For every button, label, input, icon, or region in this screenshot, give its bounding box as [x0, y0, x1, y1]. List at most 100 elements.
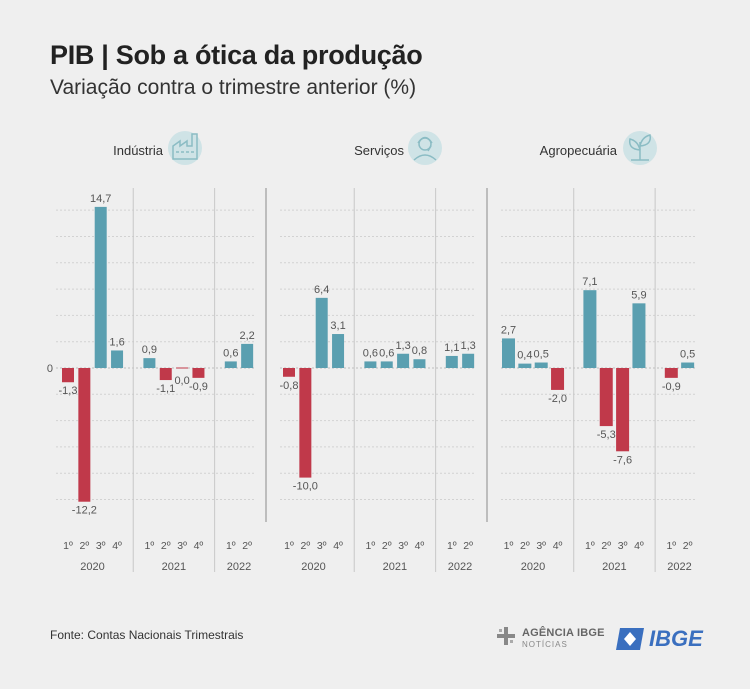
data-label: -0,9 — [662, 381, 681, 393]
data-label: -10,0 — [293, 481, 318, 493]
gdp-bar-chart: 2020 2021 2022 -1,3 1º -12,2 2º 14,7 3º 1,6 4º 0,9 1… — [47, 131, 697, 573]
bar — [62, 368, 74, 383]
data-label: 0,6 — [363, 347, 378, 359]
data-label: 0,5 — [680, 349, 695, 361]
year-label: 2020 — [301, 561, 325, 573]
bar — [551, 368, 565, 390]
bar — [664, 368, 678, 378]
year-label: 2021 — [383, 561, 407, 573]
bar — [380, 361, 393, 368]
quarter-label: 1º — [63, 540, 73, 552]
source-note: Fonte: Contas Nacionais Trimestrais — [50, 628, 244, 642]
data-label: 7,1 — [582, 276, 597, 288]
bar — [599, 368, 613, 427]
bar — [364, 361, 377, 368]
bar — [681, 362, 695, 368]
panel-title: Agropecuária — [540, 143, 618, 158]
quarter-label: 3º — [536, 540, 546, 552]
data-label: 0,0 — [174, 375, 189, 387]
bar — [192, 368, 205, 378]
data-label: 1,3 — [395, 340, 410, 352]
data-label: 0,8 — [412, 345, 427, 357]
data-label: -0,8 — [280, 380, 299, 392]
quarter-label: 2º — [161, 540, 171, 552]
quarter-label: 2º — [80, 540, 90, 552]
data-label: -1,3 — [59, 385, 78, 397]
bar — [502, 338, 515, 368]
bar — [283, 368, 295, 377]
data-label: -1,1 — [156, 383, 175, 395]
quarter-label: 2º — [520, 540, 530, 552]
year-label: 2021 — [602, 561, 626, 573]
bar — [332, 334, 345, 368]
ibge-mark-icon — [616, 628, 644, 650]
year-label: 2020 — [521, 561, 545, 573]
bar — [397, 353, 410, 368]
quarter-label: 4º — [194, 540, 204, 552]
quarter-label: 2º — [382, 540, 392, 552]
quarter-label: 1º — [666, 540, 676, 552]
panel-title: Serviços — [354, 143, 404, 158]
data-label: 3,1 — [330, 320, 345, 332]
quarter-label: 3º — [618, 540, 628, 552]
bar — [462, 353, 475, 368]
bar — [445, 355, 458, 368]
bar — [241, 343, 254, 368]
agencia-sub: NOTÍCIAS — [522, 640, 568, 649]
agencia-name: AGÊNCIA IBGE — [522, 627, 605, 639]
bar — [518, 363, 532, 368]
data-label: 0,5 — [534, 349, 549, 361]
year-label: 2022 — [667, 561, 691, 573]
quarter-label: 1º — [284, 540, 294, 552]
bar — [413, 359, 426, 368]
factory-icon — [172, 133, 198, 160]
bar — [616, 368, 630, 452]
quarter-label: 4º — [553, 540, 563, 552]
quarter-label: 3º — [177, 540, 187, 552]
quarter-label: 4º — [333, 540, 343, 552]
quarter-label: 2º — [683, 540, 693, 552]
quarter-label: 4º — [415, 540, 425, 552]
data-label: 0,6 — [379, 347, 394, 359]
bar — [111, 350, 124, 368]
data-label: 2,2 — [240, 330, 255, 342]
bar — [159, 368, 172, 381]
data-label: 14,7 — [90, 193, 111, 205]
bar — [176, 367, 189, 369]
bar — [632, 303, 646, 368]
quarter-label: 3º — [398, 540, 408, 552]
data-label: -2,0 — [548, 393, 567, 405]
chart-subtitle: Variação contra o trimestre anterior (%) — [50, 76, 417, 99]
data-label: -0,9 — [189, 381, 208, 393]
quarter-label: 2º — [242, 540, 252, 552]
zero-tick-label: 0 — [47, 363, 53, 375]
agencia-mark-icon — [497, 627, 515, 645]
bar — [534, 362, 548, 368]
year-label: 2020 — [80, 561, 104, 573]
quarter-label: 3º — [317, 540, 327, 552]
data-label: -5,3 — [597, 429, 616, 441]
data-label: 6,4 — [314, 284, 329, 296]
bar — [583, 290, 597, 368]
ibge-wordmark: IBGE — [649, 626, 703, 651]
data-label: 5,9 — [631, 289, 646, 301]
bar — [78, 368, 91, 502]
quarter-label: 3º — [96, 540, 106, 552]
year-label: 2021 — [162, 561, 186, 573]
factory-icon-bg — [168, 131, 202, 165]
data-label: -12,2 — [72, 505, 97, 517]
quarter-label: 1º — [226, 540, 236, 552]
chart-title: PIB | Sob a ótica da produção — [50, 40, 423, 70]
data-label: 0,6 — [223, 347, 238, 359]
quarter-label: 1º — [585, 540, 595, 552]
bar — [143, 358, 156, 368]
person-icon — [413, 136, 437, 161]
bar — [224, 361, 237, 368]
year-label: 2022 — [448, 561, 472, 573]
person-icon-bg — [408, 131, 442, 165]
data-label: -7,6 — [613, 454, 632, 466]
quarter-label: 1º — [145, 540, 155, 552]
quarter-label: 2º — [601, 540, 611, 552]
bar — [299, 368, 312, 478]
data-label: 2,7 — [501, 324, 516, 336]
